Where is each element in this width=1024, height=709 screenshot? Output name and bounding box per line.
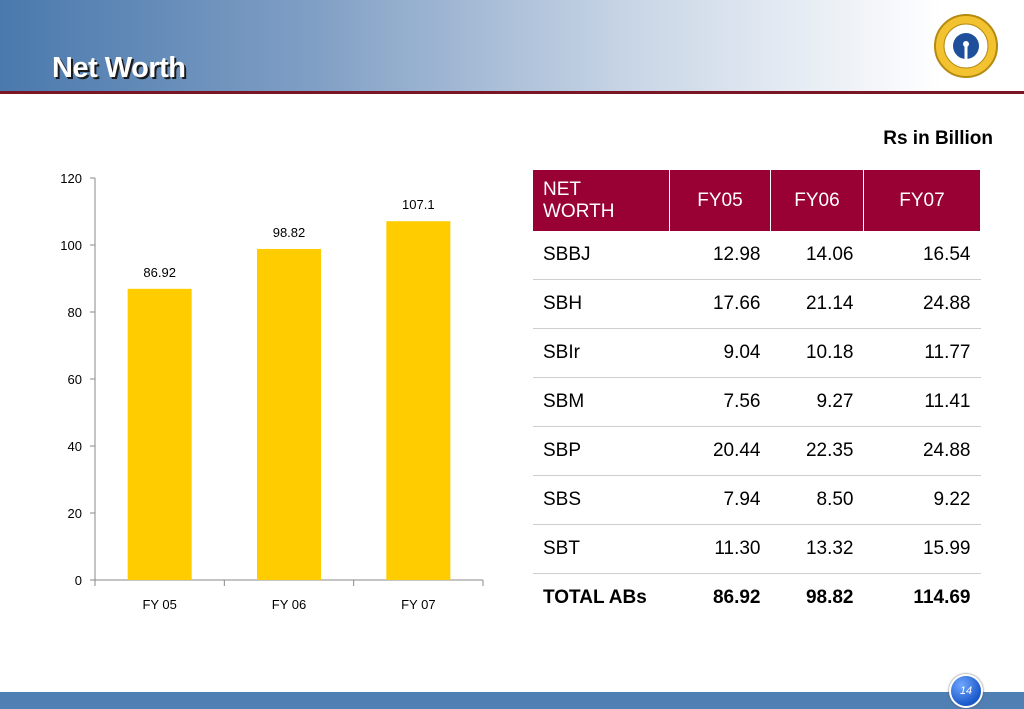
table-row: SBP 20.44 22.35 24.88 — [533, 426, 981, 476]
row-label: SBH — [533, 279, 670, 329]
row-label: SBT — [533, 524, 670, 574]
cell-value: 11.30 — [669, 524, 771, 574]
cell-value: 10.18 — [770, 328, 864, 378]
footer-band — [0, 692, 1024, 709]
cell-value: 14.06 — [770, 231, 864, 280]
x-tick-label: FY 05 — [142, 597, 176, 612]
table-body: SBBJ 12.98 14.06 16.54 SBH 17.66 21.14 24.88 SBI… — [533, 231, 981, 622]
row-label: SBBJ — [533, 231, 670, 280]
table-header-row: NET WORTH FY05 FY06 FY07 — [533, 170, 981, 231]
row-label: SBP — [533, 426, 670, 476]
cell-value: 12.98 — [669, 231, 771, 280]
cell-value: 98.82 — [805, 587, 854, 608]
page-number-badge: 14 — [949, 674, 983, 708]
cell-value: 86.92 — [712, 587, 761, 608]
table-row: SBS 7.94 8.50 9.22 — [533, 475, 981, 525]
cell-value: 9.27 — [770, 377, 864, 427]
column-header: FY06 — [770, 170, 864, 231]
cell-value: 24.88 — [863, 426, 981, 476]
row-label: TOTAL ABs — [543, 587, 647, 608]
y-tick-label: 120 — [60, 171, 82, 186]
y-tick-label: 0 — [75, 573, 82, 588]
cell-value: 20.44 — [669, 426, 771, 476]
net-worth-table: NET WORTH FY05 FY06 FY07 SBBJ 12.98 14.06 16… — [533, 170, 981, 622]
net-worth-bar-chart: 0 20 40 60 80 100 120 86.92 FY 05 98.82 FY 06 107.1… — [60, 171, 484, 612]
column-header: FY05 — [669, 170, 771, 231]
bar-data-label: 107.1 — [402, 197, 435, 212]
x-tick-label: FY 06 — [272, 597, 306, 612]
header-band — [0, 0, 1024, 92]
slide-title: Net Worth — [52, 52, 186, 84]
logo-icon — [934, 14, 998, 78]
column-header-label: NET WORTH — [543, 178, 615, 222]
y-tick-label: 80 — [68, 305, 82, 320]
header-rule — [0, 91, 1024, 94]
cell-value: 16.54 — [863, 231, 981, 280]
y-tick-label: 40 — [68, 439, 82, 454]
column-header: FY07 — [863, 170, 981, 231]
cell-value: 11.41 — [863, 377, 981, 427]
row-label: SBIr — [533, 328, 670, 378]
table-total-row: TOTAL ABs 86.92 98.82 114.69 — [533, 574, 981, 623]
bar — [127, 288, 192, 580]
table-row: SBT 11.30 13.32 15.99 — [533, 524, 981, 574]
table-row: SBH 17.66 21.14 24.88 — [533, 279, 981, 329]
row-label: SBS — [533, 475, 670, 525]
cell-value: 7.94 — [669, 475, 771, 525]
cell-value: 13.32 — [770, 524, 864, 574]
y-tick-label: 60 — [68, 372, 82, 387]
x-tick-label: FY 07 — [401, 597, 435, 612]
bar — [257, 248, 321, 580]
cell-value: 9.22 — [863, 475, 981, 525]
unit-label: Rs in Billion — [883, 128, 993, 149]
cell-value: 21.14 — [770, 279, 864, 329]
cell-value: 22.35 — [770, 426, 864, 476]
column-header: NET WORTH — [533, 170, 670, 231]
cell-value: 7.56 — [669, 377, 771, 427]
y-tick-label: 20 — [68, 506, 82, 521]
cell-value: 114.69 — [913, 587, 971, 608]
bar-data-label: 86.92 — [143, 265, 176, 280]
cell-value: 8.50 — [770, 475, 864, 525]
cell-value: 11.77 — [863, 328, 981, 378]
row-label: SBM — [533, 377, 670, 427]
cell-value: 9.04 — [669, 328, 771, 378]
table-row: SBM 7.56 9.27 11.41 — [533, 377, 981, 427]
y-tick-label: 100 — [60, 238, 82, 253]
cell-value: 24.88 — [863, 279, 981, 329]
table-row: SBBJ 12.98 14.06 16.54 — [533, 231, 981, 280]
cell-value: 17.66 — [669, 279, 771, 329]
bar-data-label: 98.82 — [273, 225, 306, 240]
bar — [386, 221, 451, 580]
cell-value: 15.99 — [863, 524, 981, 574]
table-row: SBIr 9.04 10.18 11.77 — [533, 328, 981, 378]
